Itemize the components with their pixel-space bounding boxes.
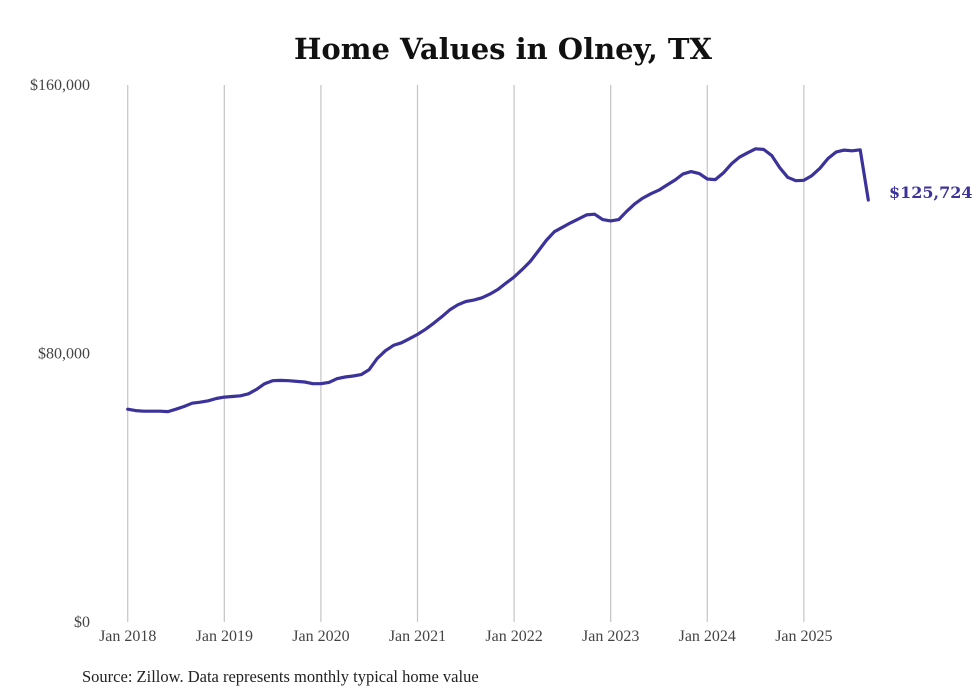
series-layer xyxy=(126,147,870,414)
x-tick-label: Jan 2022 xyxy=(485,628,542,645)
end-value-label: $125,724 xyxy=(889,183,973,202)
x-tick-label: Jan 2020 xyxy=(292,628,349,645)
x-tick-label: Jan 2024 xyxy=(679,628,736,645)
x-tick-label: Jan 2018 xyxy=(99,628,156,645)
x-tick-label: Jan 2025 xyxy=(775,628,832,645)
line-chart: Home Values in Olney, TX $0 $80,000 $160,0… xyxy=(30,32,973,645)
x-axis: Jan 2018 Jan 2019 Jan 2020 Jan 2021 Jan 2022… xyxy=(99,628,832,645)
source-note: Source: Zillow. Data represents monthly … xyxy=(82,667,479,686)
x-tick-label: Jan 2021 xyxy=(389,628,446,645)
chart-title: Home Values in Olney, TX xyxy=(294,32,712,66)
x-tick-label: Jan 2023 xyxy=(582,628,639,645)
y-axis: $0 $80,000 $160,000 xyxy=(30,77,90,631)
grid-layer xyxy=(127,85,805,622)
x-tick-label: Jan 2019 xyxy=(196,628,253,645)
y-tick-label: $80,000 xyxy=(38,346,90,363)
y-tick-label: $160,000 xyxy=(30,77,90,94)
y-tick-label: $0 xyxy=(74,614,90,631)
series-line xyxy=(126,147,870,414)
